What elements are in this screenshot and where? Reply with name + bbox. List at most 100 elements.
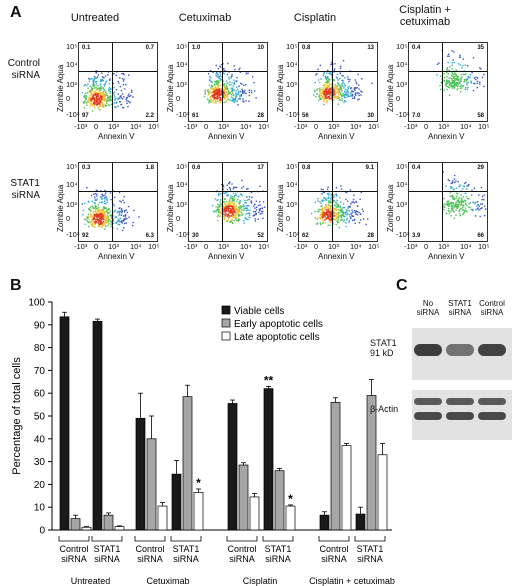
- data-bar: [146, 438, 157, 531]
- flow-event-dot: [339, 219, 342, 221]
- flow-event-dot: [93, 77, 95, 80]
- flow-event-dot: [101, 222, 104, 224]
- y-tick-label: 10⁴: [66, 60, 78, 69]
- flow-event-dot: [98, 90, 100, 93]
- flow-event-dot: [443, 209, 445, 211]
- flow-event-dot: [233, 79, 235, 81]
- flow-event-dot: [220, 94, 222, 96]
- flow-event-dot: [101, 97, 103, 99]
- flow-plot: 0.4 35 7.0 58: [408, 42, 488, 122]
- flow-event-dot: [352, 219, 354, 222]
- flow-event-dot: [231, 222, 234, 225]
- flow-event-dot: [212, 95, 214, 97]
- flow-event-dot: [104, 104, 107, 106]
- flow-event-dot: [214, 101, 216, 103]
- flow-event-dot: [350, 94, 352, 96]
- flow-event-dot: [458, 82, 461, 85]
- flow-event-dot: [108, 82, 111, 85]
- flow-event-dot: [458, 210, 461, 213]
- flow-event-dot: [228, 182, 231, 184]
- flow-event-dot: [479, 81, 481, 83]
- flow-event-dot: [449, 66, 451, 68]
- flow-event-dot: [228, 211, 231, 213]
- flow-event-dot: [93, 82, 95, 85]
- flow-event-dot: [325, 81, 327, 84]
- flow-event-dot: [219, 65, 221, 68]
- flow-event-dot: [341, 95, 344, 97]
- flow-event-dot: [234, 206, 237, 208]
- flow-event-dot: [476, 208, 478, 210]
- flow-event-dot: [339, 197, 341, 199]
- flow-event-dot: [339, 215, 341, 218]
- flow-event-dot: [459, 213, 461, 215]
- flow-event-dot: [100, 218, 103, 221]
- flow-event-dot: [328, 204, 331, 206]
- flow-event-dot: [346, 219, 348, 221]
- flow-event-dot: [480, 186, 483, 189]
- flow-event-dot: [458, 63, 460, 65]
- flow-event-dot: [335, 208, 337, 210]
- flow-event-dot: [448, 77, 450, 79]
- quadrant-value: 1.0: [192, 45, 201, 51]
- flow-event-dot: [215, 206, 217, 208]
- flow-event-dot: [102, 216, 104, 218]
- flow-event-dot: [459, 54, 461, 57]
- flow-event-dot: [244, 89, 246, 92]
- flow-event-dot: [96, 98, 98, 100]
- flow-event-dot: [336, 199, 338, 202]
- flow-event-dot: [444, 203, 446, 205]
- flow-event-dot: [105, 105, 107, 107]
- flow-event-dot: [207, 73, 210, 75]
- flow-event-dot: [87, 87, 89, 89]
- flow-event-dot: [218, 85, 220, 87]
- flow-event-dot: [468, 184, 470, 186]
- flow-event-dot: [447, 202, 450, 204]
- flow-event-dot: [218, 93, 220, 95]
- flow-event-dot: [346, 217, 348, 219]
- flow-event-dot: [215, 87, 218, 89]
- flow-event-dot: [475, 76, 477, 79]
- flow-event-dot: [94, 100, 96, 103]
- flow-event-dot: [93, 221, 95, 223]
- flow-event-dot: [86, 217, 89, 219]
- flow-event-dot: [323, 73, 325, 75]
- y-tick-label: 10⁵: [66, 42, 78, 51]
- x-tick-label: 10⁴: [130, 242, 142, 251]
- flow-event-dot: [329, 220, 331, 222]
- flow-event-dot: [106, 97, 108, 99]
- flow-event-dot: [447, 61, 449, 64]
- flow-event-dot: [249, 216, 251, 219]
- flow-event-dot: [88, 225, 90, 228]
- flow-event-dot: [321, 205, 323, 207]
- y-axis-label: Zombie Aqua: [276, 184, 285, 232]
- flow-event-dot: [219, 80, 221, 82]
- flow-event-dot: [463, 81, 465, 83]
- flow-event-dot: [234, 213, 236, 215]
- flow-event-dot: [211, 85, 214, 88]
- flow-event-dot: [93, 98, 95, 100]
- flow-event-dot: [340, 89, 343, 91]
- flow-event-dot: [348, 221, 350, 223]
- flow-event-dot: [99, 225, 101, 228]
- flow-event-dot: [326, 72, 328, 74]
- flow-event-dot: [480, 68, 482, 70]
- flow-event-dot: [121, 219, 123, 222]
- flow-event-dot: [345, 222, 347, 224]
- flow-event-dot: [323, 99, 325, 101]
- flow-event-dot: [336, 203, 338, 206]
- flow-event-dot: [480, 203, 482, 205]
- flow-event-dot: [90, 94, 92, 97]
- flow-event-dot: [321, 200, 323, 202]
- flow-event-dot: [326, 93, 328, 95]
- flow-event-dot: [470, 208, 472, 211]
- flow-event-dot: [339, 87, 341, 89]
- flow-event-dot: [98, 93, 101, 95]
- flow-event-dot: [106, 95, 109, 97]
- flow-event-dot: [92, 216, 95, 219]
- flow-event-dot: [255, 209, 258, 211]
- flow-event-dot: [331, 74, 333, 76]
- flow-event-dot: [330, 219, 332, 221]
- flow-event-dot: [245, 217, 247, 220]
- flow-event-dot: [333, 71, 335, 73]
- flow-event-dot: [229, 201, 232, 204]
